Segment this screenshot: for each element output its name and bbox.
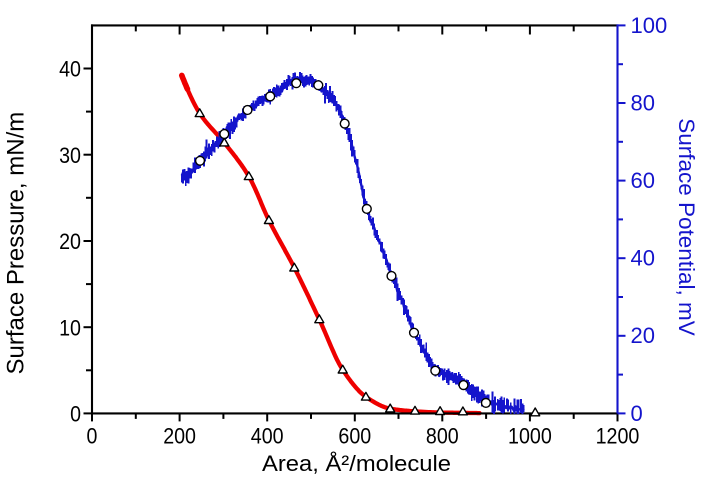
svg-text:Surface Potential, mV: Surface Potential, mV (674, 118, 699, 336)
svg-text:40: 40 (631, 246, 655, 271)
svg-text:60: 60 (631, 168, 655, 193)
svg-text:20: 20 (59, 229, 81, 254)
svg-text:200: 200 (163, 424, 196, 449)
svg-text:20: 20 (631, 323, 655, 348)
svg-text:600: 600 (338, 424, 371, 449)
svg-text:0: 0 (631, 401, 643, 426)
svg-text:1200: 1200 (596, 424, 640, 449)
svg-text:10: 10 (59, 315, 81, 340)
svg-text:Area, Å²/molecule: Area, Å²/molecule (262, 451, 451, 476)
svg-text:400: 400 (251, 424, 284, 449)
svg-text:40: 40 (59, 57, 81, 82)
svg-text:800: 800 (426, 424, 459, 449)
svg-text:0: 0 (70, 402, 81, 427)
svg-text:30: 30 (59, 143, 81, 168)
svg-text:1000: 1000 (508, 424, 552, 449)
svg-text:0: 0 (87, 424, 98, 449)
svg-text:100: 100 (631, 13, 668, 38)
svg-text:80: 80 (631, 90, 655, 115)
svg-text:Surface Pressure, mN/m: Surface Pressure, mN/m (3, 112, 30, 375)
